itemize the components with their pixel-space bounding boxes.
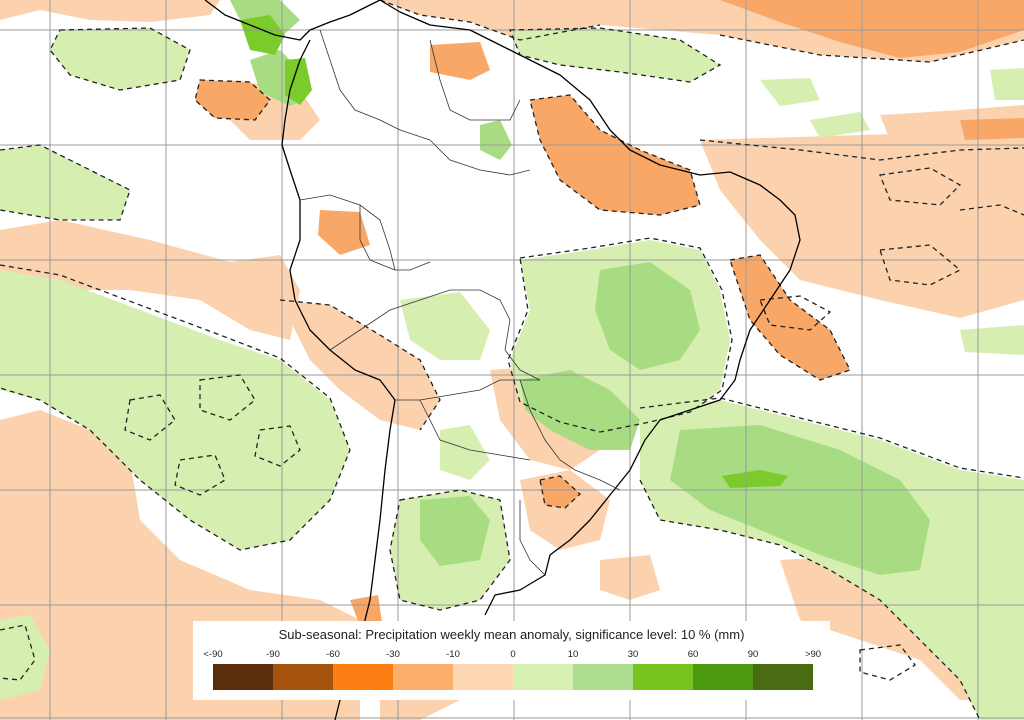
legend-tick: -30 [386,649,400,660]
legend-color-bar [213,664,813,690]
legend-tick: 30 [627,649,639,660]
legend-swatch [693,664,753,690]
legend-swatch [573,664,633,690]
legend-tick: -10 [446,649,460,660]
legend-title: Sub-seasonal: Precipitation weekly mean … [278,627,745,642]
legend-tick: 0 [510,649,516,660]
legend-swatch [633,664,693,690]
legend-tick: 60 [687,649,699,660]
dry-medium-anomaly-areas [195,0,1024,626]
legend-swatch [453,664,513,690]
legend-tick: >90 [804,649,822,660]
legend-tick-labels: <-90 -90 -60 -30 -10 0 10 30 60 90 >90 [193,649,830,661]
legend-swatch [213,664,273,690]
legend-tick: -90 [266,649,280,660]
legend-swatch [333,664,393,690]
legend-tick: <-90 [203,649,223,660]
legend-swatch [513,664,573,690]
legend-tick: 90 [747,649,759,660]
legend-tick: 10 [567,649,579,660]
country-borders [204,0,801,720]
internal-borders [299,29,621,576]
legend-tick: -60 [326,649,340,660]
legend-swatch [753,664,813,690]
legend-panel: Sub-seasonal: Precipitation weekly mean … [193,621,830,700]
legend-swatch [273,664,333,690]
legend-swatch [393,664,453,690]
